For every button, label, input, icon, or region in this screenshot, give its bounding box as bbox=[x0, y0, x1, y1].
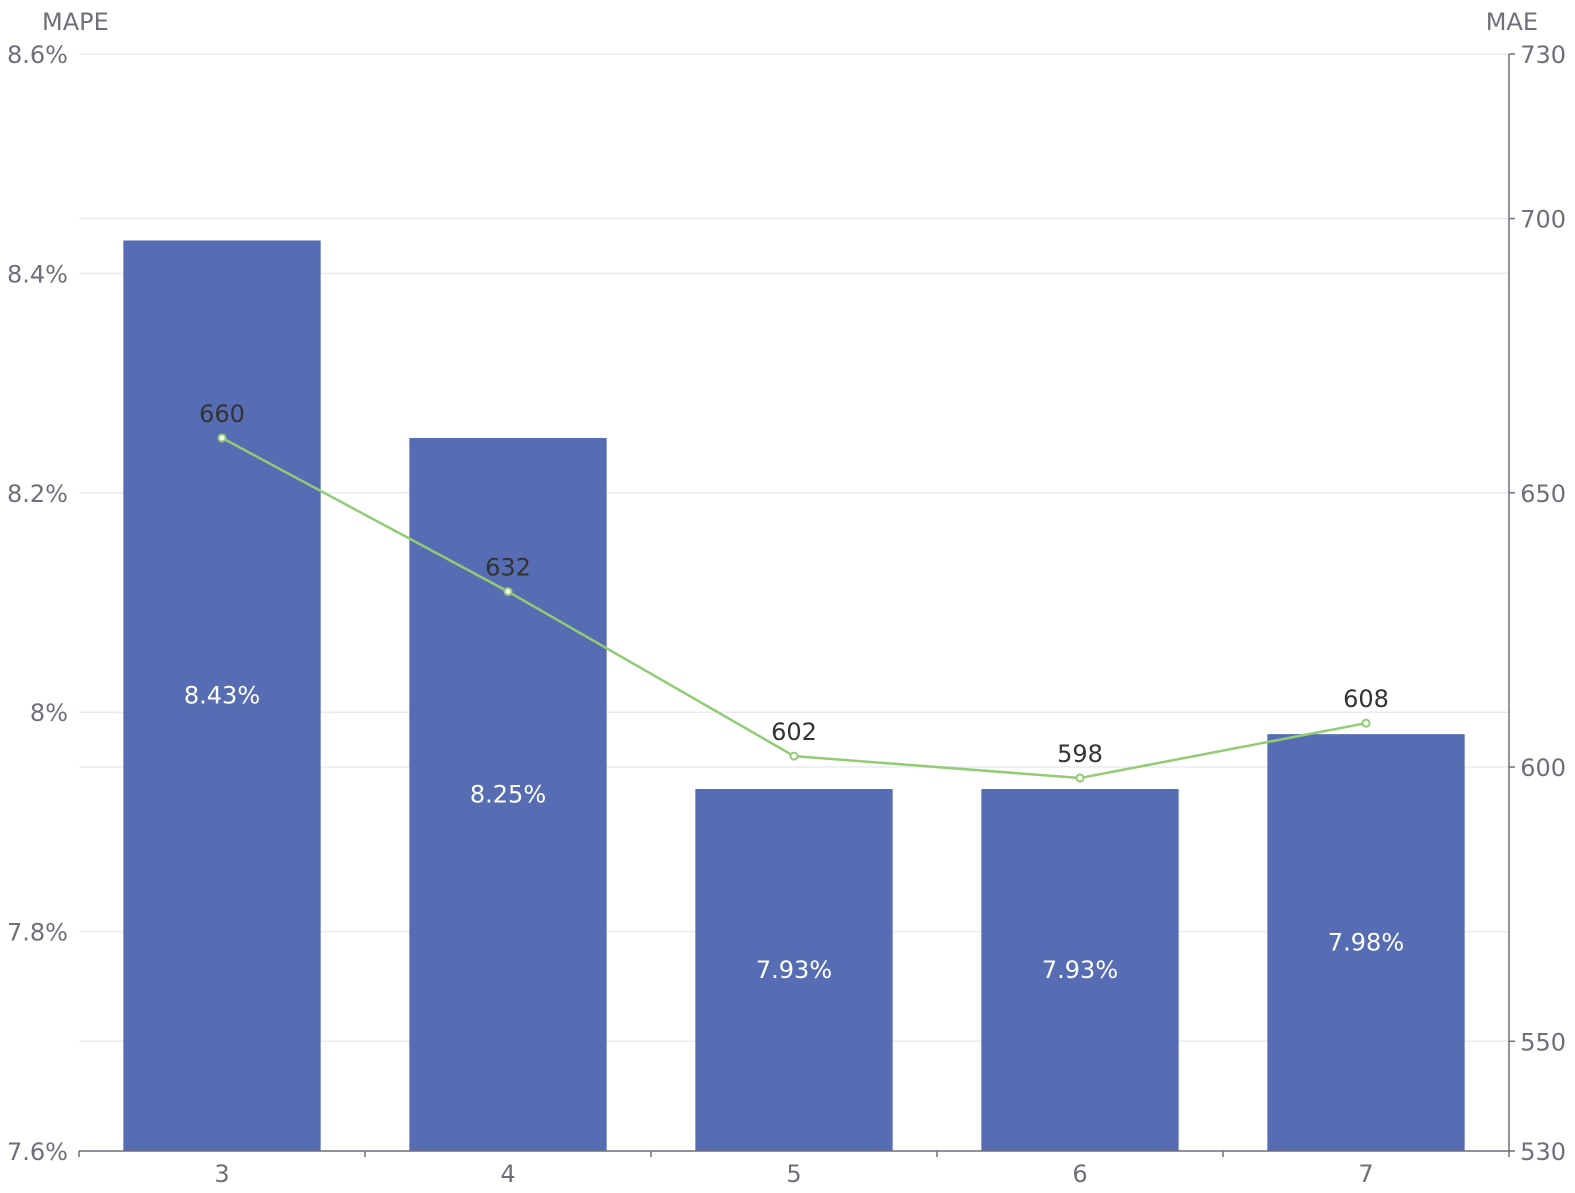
mae-point-label: 660 bbox=[199, 400, 245, 428]
right-axis-tick-label: 730 bbox=[1520, 41, 1566, 69]
left-axis-tick-label: 8.2% bbox=[7, 480, 68, 508]
left-axis-tick-label: 8.6% bbox=[7, 41, 68, 69]
mae-point bbox=[1075, 773, 1085, 783]
mae-line bbox=[217, 433, 1371, 783]
left-axis-title: MAPE bbox=[42, 8, 109, 36]
mape-bar bbox=[695, 788, 893, 1151]
mape-bars bbox=[123, 240, 1465, 1152]
right-axis-tick-label: 700 bbox=[1520, 206, 1566, 234]
right-axis-title: MAE bbox=[1486, 8, 1538, 36]
left-axis-tick-label: 7.8% bbox=[7, 919, 68, 947]
mae-point-label: 632 bbox=[485, 554, 531, 582]
axes: 7.6% 7.8% 8% 8.2% 8.4% 8.6% 530 550 600 650 700 730… bbox=[7, 8, 1566, 1188]
mape-bar-label: 7.93% bbox=[1042, 956, 1118, 984]
right-axis-tick-label: 600 bbox=[1520, 754, 1566, 782]
right-axis-tick-label: 650 bbox=[1520, 480, 1566, 508]
mape-bar bbox=[123, 240, 321, 1152]
mae-point-label: 608 bbox=[1343, 685, 1389, 713]
x-axis-tick-label: 3 bbox=[214, 1160, 229, 1188]
right-axis-tick-label: 550 bbox=[1520, 1028, 1566, 1056]
mape-bar-label: 8.43% bbox=[184, 682, 260, 710]
mape-bar-label: 7.98% bbox=[1328, 929, 1404, 957]
mape-bar bbox=[1267, 734, 1465, 1151]
mae-point bbox=[217, 433, 227, 443]
x-axis-tick-label: 6 bbox=[1072, 1160, 1087, 1188]
mae-point bbox=[1361, 718, 1371, 728]
x-axis-tick-label: 7 bbox=[1358, 1160, 1373, 1188]
right-axis-tick-label: 530 bbox=[1520, 1138, 1566, 1166]
left-axis-tick-label: 8.4% bbox=[7, 260, 68, 288]
x-axis-tick-label: 5 bbox=[786, 1160, 801, 1188]
mape-bar-label: 8.25% bbox=[470, 780, 546, 808]
x-axis-tick-label: 4 bbox=[500, 1160, 515, 1188]
mape-bar bbox=[981, 788, 1179, 1151]
mae-point-label: 602 bbox=[771, 718, 817, 746]
mae-point bbox=[503, 587, 513, 597]
mape-bar-label: 7.93% bbox=[756, 956, 832, 984]
mae-point-label: 598 bbox=[1057, 740, 1103, 768]
left-axis-tick-label: 8% bbox=[30, 699, 68, 727]
left-axis-tick-label: 7.6% bbox=[7, 1138, 68, 1166]
mae-point bbox=[789, 751, 799, 761]
labels: 8.43% 8.25% 7.93% 7.93% 7.98% 660 632 602 598 608 bbox=[184, 400, 1404, 984]
